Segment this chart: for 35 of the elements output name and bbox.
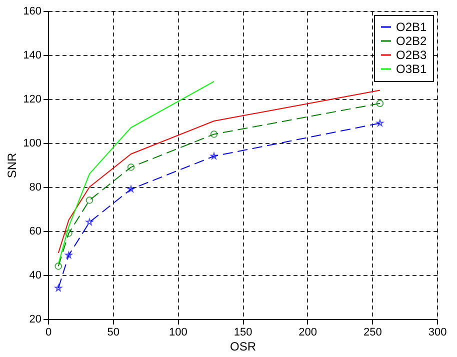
line-series bbox=[58, 90, 380, 254]
point bbox=[376, 120, 384, 126]
y-tick-label: 140 bbox=[23, 50, 42, 62]
point bbox=[54, 284, 62, 292]
legend-label: O2B1 bbox=[396, 20, 428, 34]
point bbox=[54, 262, 62, 270]
y-tick-label: 20 bbox=[29, 314, 42, 326]
y-axis-title: SNR bbox=[5, 152, 20, 178]
legend-label: O2B3 bbox=[396, 48, 428, 62]
y-tick-label: 60 bbox=[29, 226, 42, 238]
x-tick-label: 200 bbox=[298, 326, 318, 338]
x-tick-label: 50 bbox=[107, 326, 120, 338]
x-tick-label: 0 bbox=[45, 326, 52, 338]
point bbox=[65, 252, 72, 258]
y-tick-label: 40 bbox=[29, 270, 42, 282]
point bbox=[86, 196, 94, 204]
point bbox=[86, 218, 93, 226]
point bbox=[127, 164, 135, 171]
y-tick-label: 120 bbox=[23, 94, 42, 106]
y-tick-label: 100 bbox=[23, 138, 42, 150]
x-tick-label: 250 bbox=[363, 326, 382, 338]
point bbox=[65, 230, 72, 237]
legend-label: O3B1 bbox=[396, 62, 428, 76]
line-series bbox=[58, 80, 214, 264]
point bbox=[127, 186, 134, 192]
point bbox=[210, 152, 218, 160]
x-axis-title: OSR bbox=[230, 340, 256, 354]
point bbox=[210, 130, 218, 138]
x-tick-label: 150 bbox=[234, 326, 252, 338]
point bbox=[376, 100, 384, 108]
y-tick-label: 80 bbox=[29, 182, 42, 194]
x-tick-label: 100 bbox=[168, 326, 188, 338]
legend-label: O2B2 bbox=[396, 34, 428, 48]
y-tick-label: 160 bbox=[23, 6, 42, 18]
x-tick-label: 300 bbox=[428, 326, 447, 338]
